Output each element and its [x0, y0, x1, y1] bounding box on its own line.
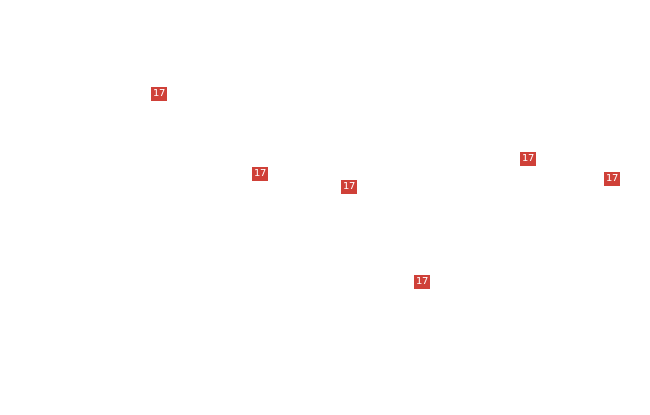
route-marker[interactable]: 17	[520, 152, 536, 166]
route-marker[interactable]: 17	[341, 180, 357, 194]
route-marker[interactable]: 17	[151, 87, 167, 101]
route-marker[interactable]: 17	[414, 275, 430, 289]
route-marker[interactable]: 17	[252, 167, 268, 181]
route-marker[interactable]: 17	[604, 172, 620, 186]
